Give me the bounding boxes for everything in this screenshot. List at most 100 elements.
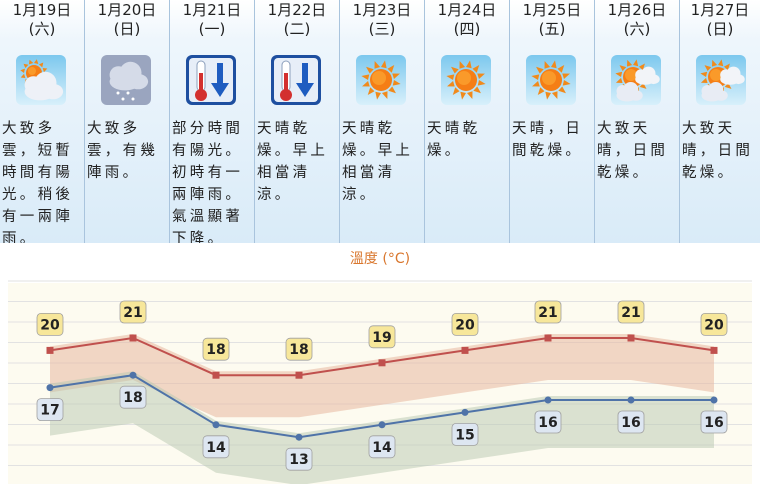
cold-thermometer-icon [271, 55, 321, 105]
chart-title: 溫度 (°C) [349, 251, 411, 267]
forecast-day: 1月23日 (三) 天晴乾燥。早上相當清涼。 [340, 0, 425, 243]
forecast-date: 1月26日 (六) [595, 0, 679, 43]
max-temp-label-box [119, 300, 147, 324]
min-temp-value: 15 [455, 427, 474, 443]
max-temp-label-box [534, 300, 562, 324]
forecast-day: 1月26日 (六) 大致天晴，日間乾燥。 [595, 0, 680, 243]
max-temp-value: 18 [289, 342, 308, 358]
weekday-label: (一) [198, 20, 226, 38]
max-temp-value: 21 [538, 305, 557, 321]
date-label: 1月26日 [607, 1, 667, 19]
min-temp-label-box [119, 385, 147, 409]
forecast-date: 1月25日 (五) [510, 0, 594, 43]
weekday-label: (五) [538, 20, 566, 38]
forecast-date: 1月22日 (二) [255, 0, 339, 43]
max-temp-label-box [368, 325, 396, 349]
min-temp-point [461, 408, 469, 416]
max-temp-point [129, 334, 137, 342]
forecast-day: 1月20日 (日) 大致多雲，有幾陣雨。 [85, 0, 170, 243]
weekday-label: (二) [283, 20, 311, 38]
min-temp-value: 16 [704, 415, 723, 431]
forecast-description: 天晴乾燥。早上相當清涼。 [342, 121, 414, 203]
date-label: 1月23日 [352, 1, 412, 19]
max-temp-value: 18 [206, 342, 225, 358]
weekday-label: (四) [453, 20, 481, 38]
max-temp-point [461, 346, 469, 354]
max-temp-label-box [202, 337, 230, 361]
date-label: 1月24日 [437, 1, 497, 19]
max-temp-range-band [50, 334, 714, 418]
min-temp-value: 13 [289, 452, 308, 468]
weekday-label: (三) [368, 20, 396, 38]
max-temp-label-box [451, 313, 479, 336]
min-temp-value: 14 [206, 440, 226, 456]
max-temp-value: 20 [704, 317, 724, 333]
forecast-description: 天晴乾燥。 [427, 121, 481, 159]
max-temp-point [378, 359, 386, 367]
min-temp-point [627, 396, 635, 404]
forecast-description: 大致天晴，日間乾燥。 [682, 121, 754, 181]
sunny-icon [356, 55, 406, 105]
min-temp-label-box [534, 410, 562, 434]
max-temp-point [212, 371, 220, 379]
forecast-day: 1月27日 (日) 大致天晴，日間乾燥。 [680, 0, 760, 243]
forecast-day: 1月25日 (五) 天晴，日間乾燥。 [510, 0, 595, 243]
forecast-date: 1月27日 (日) [680, 0, 760, 43]
min-temp-label-box [617, 410, 645, 434]
max-temp-value: 19 [372, 330, 391, 346]
max-temp-label-box [617, 300, 645, 324]
cloudy-light-rain-icon [101, 55, 151, 105]
sunny-periods-icon [696, 55, 746, 105]
min-temp-point [129, 371, 137, 379]
weekday-label: (日) [113, 20, 141, 38]
min-temp-point [544, 396, 552, 404]
forecast-day: 1月19日 (六) 大致多雲，短暫時間有陽光。稍後有一兩陣雨。 [0, 0, 85, 247]
forecast-date: 1月23日 (三) [340, 0, 424, 43]
min-temp-value: 16 [538, 415, 557, 431]
date-label: 1月21日 [182, 1, 242, 19]
min-temp-label-box [451, 422, 479, 446]
max-temp-value: 21 [621, 305, 640, 321]
temperature-plot: 20 21 18 18 19 20 21 21 20 17 18 14 13 14 15 16 16 16 [8, 280, 752, 484]
weekday-label: (六) [28, 20, 56, 38]
max-temp-point [627, 334, 635, 342]
forecast-day: 1月22日 (二) 天晴乾燥。早上相當清涼。 [255, 0, 340, 243]
min-temp-value: 16 [621, 415, 640, 431]
min-temp-point [378, 421, 386, 429]
forecast-date: 1月21日 (一) [170, 0, 254, 43]
weekday-label: (六) [623, 20, 651, 38]
date-label: 1月25日 [522, 1, 582, 19]
forecast-days: 1月19日 (六) 大致多雲，短暫時間有陽光。稍後有一兩陣雨。 1月20日 (日… [0, 0, 760, 247]
max-temp-point [710, 346, 718, 354]
forecast-date: 1月19日 (六) [0, 0, 84, 43]
max-temp-value: 20 [40, 317, 60, 333]
forecast-description: 大致多雲，短暫時間有陽光。稍後有一兩陣雨。 [2, 121, 74, 247]
max-temp-point [295, 371, 303, 379]
temperature-chart: 溫度 (°C) 20 21 18 18 19 20 21 21 20 17 18 14 13 14 15 16… [0, 243, 760, 484]
max-temp-label-box [285, 337, 313, 361]
min-temp-point [46, 384, 54, 392]
forecast-description: 大致多雲，有幾陣雨。 [87, 121, 159, 181]
min-temp-label-box [368, 435, 396, 459]
min-temp-label-box [285, 447, 313, 471]
cold-thermometer-icon [186, 55, 236, 105]
date-label: 1月19日 [12, 1, 72, 19]
weekday-label: (日) [706, 20, 734, 38]
max-temp-value: 20 [455, 317, 475, 333]
max-temp-point [46, 346, 54, 354]
cloudy-with-sunny-intervals-icon [16, 55, 66, 105]
forecast-date: 1月24日 (四) [425, 0, 509, 43]
sunny-icon [441, 55, 491, 105]
forecast-description: 部分時間有陽光。初時有一兩陣雨。氣溫顯著下降。 [172, 121, 244, 247]
forecast-description: 天晴乾燥。早上相當清涼。 [257, 121, 329, 203]
min-temp-value: 14 [372, 440, 392, 456]
forecast-description: 天晴，日間乾燥。 [512, 121, 584, 159]
date-label: 1月27日 [690, 1, 750, 19]
forecast-day: 1月21日 (一) 部分時間有陽光。初時有一兩陣雨。氣溫顯著下降。 [170, 0, 255, 247]
max-temp-value: 21 [123, 305, 142, 321]
min-temp-point [212, 421, 220, 429]
forecast-date: 1月20日 (日) [85, 0, 169, 43]
min-temp-point [295, 433, 303, 441]
max-temp-label-box [700, 313, 728, 336]
min-temp-value: 17 [40, 403, 59, 419]
